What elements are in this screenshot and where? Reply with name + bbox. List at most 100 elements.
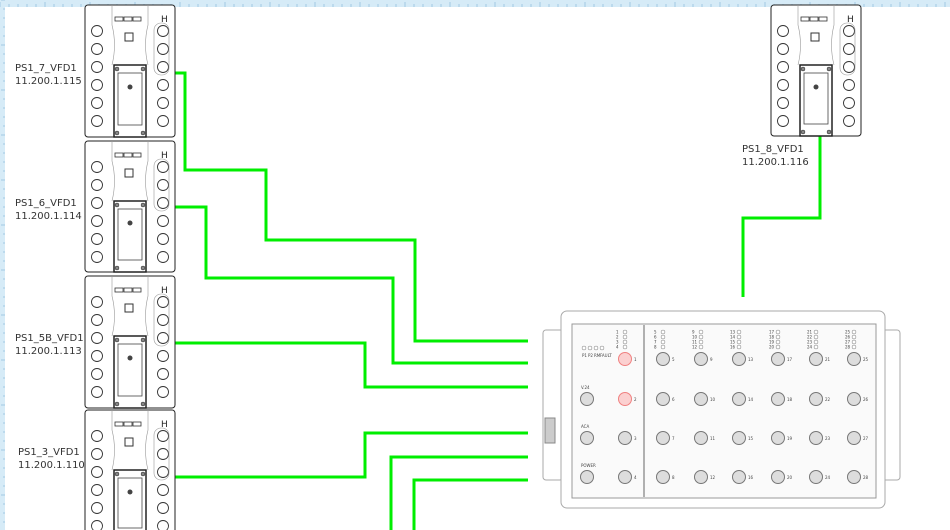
ethernet-cable[interactable] xyxy=(175,205,528,365)
terminal-port[interactable] xyxy=(91,233,103,245)
ethernet-port[interactable] xyxy=(157,251,169,263)
switch-port-14[interactable] xyxy=(732,392,746,406)
console-port[interactable] xyxy=(580,392,594,406)
switch-port-28[interactable] xyxy=(847,470,861,484)
switch-port-6[interactable] xyxy=(656,392,670,406)
ethernet-port[interactable] xyxy=(157,61,169,73)
vfd-device[interactable]: H xyxy=(84,140,176,273)
terminal-port[interactable] xyxy=(777,43,789,55)
switch-port-26[interactable] xyxy=(847,392,861,406)
terminal-port[interactable] xyxy=(777,97,789,109)
switch-port-21[interactable] xyxy=(809,352,823,366)
switch-port-4[interactable] xyxy=(618,470,632,484)
left-ruler[interactable] xyxy=(0,0,5,530)
switch-port-5[interactable] xyxy=(656,352,670,366)
switch-port-16[interactable] xyxy=(732,470,746,484)
terminal-port[interactable] xyxy=(91,43,103,55)
terminal-port[interactable] xyxy=(777,115,789,127)
terminal-port[interactable] xyxy=(777,79,789,91)
vfd-device[interactable]: H xyxy=(84,4,176,138)
ethernet-port[interactable] xyxy=(157,197,169,209)
switch-port-27[interactable] xyxy=(847,431,861,445)
switch-port-15[interactable] xyxy=(732,431,746,445)
switch-port-24[interactable] xyxy=(809,470,823,484)
ethernet-port[interactable] xyxy=(157,332,169,344)
ethernet-port[interactable] xyxy=(157,115,169,127)
switch-port-17[interactable] xyxy=(771,352,785,366)
ethernet-switch[interactable]: P1 P2 RM FAULTV.24ACAPOWER11223344556677889… xyxy=(542,310,901,509)
ethernet-port[interactable] xyxy=(843,25,855,37)
ethernet-port[interactable] xyxy=(157,97,169,109)
ethernet-cable[interactable] xyxy=(175,71,528,343)
switch-port-19[interactable] xyxy=(771,431,785,445)
ethernet-port[interactable] xyxy=(843,61,855,73)
ethernet-cable[interactable] xyxy=(175,431,528,479)
terminal-port[interactable] xyxy=(91,520,103,530)
ethernet-port[interactable] xyxy=(157,233,169,245)
vfd-device[interactable]: H xyxy=(84,409,176,530)
terminal-port[interactable] xyxy=(91,314,103,326)
ethernet-port[interactable] xyxy=(843,97,855,109)
switch-port-23[interactable] xyxy=(809,431,823,445)
switch-port-20[interactable] xyxy=(771,470,785,484)
terminal-port[interactable] xyxy=(777,25,789,37)
terminal-port[interactable] xyxy=(91,79,103,91)
ethernet-port[interactable] xyxy=(157,502,169,514)
switch-port-7[interactable] xyxy=(656,431,670,445)
vfd-device[interactable]: H xyxy=(84,275,176,409)
terminal-port[interactable] xyxy=(91,484,103,496)
switch-port-2[interactable] xyxy=(618,392,632,406)
switch-port-25[interactable] xyxy=(847,352,861,366)
ethernet-port[interactable] xyxy=(843,79,855,91)
switch-port-10[interactable] xyxy=(694,392,708,406)
ethernet-port[interactable] xyxy=(157,296,169,308)
switch-port-11[interactable] xyxy=(694,431,708,445)
switch-port-8[interactable] xyxy=(656,470,670,484)
ethernet-port[interactable] xyxy=(157,179,169,191)
ethernet-cable[interactable] xyxy=(412,478,528,530)
switch-port-3[interactable] xyxy=(618,431,632,445)
ethernet-port[interactable] xyxy=(157,520,169,530)
terminal-port[interactable] xyxy=(91,251,103,263)
switch-port-22[interactable] xyxy=(809,392,823,406)
terminal-port[interactable] xyxy=(91,430,103,442)
terminal-port[interactable] xyxy=(91,466,103,478)
switch-port-13[interactable] xyxy=(732,352,746,366)
switch-port-12[interactable] xyxy=(694,470,708,484)
ethernet-port[interactable] xyxy=(843,115,855,127)
terminal-port[interactable] xyxy=(91,197,103,209)
ethernet-port[interactable] xyxy=(157,448,169,460)
ethernet-port[interactable] xyxy=(157,25,169,37)
ethernet-port[interactable] xyxy=(157,161,169,173)
ethernet-port[interactable] xyxy=(157,350,169,362)
ethernet-port[interactable] xyxy=(157,466,169,478)
ethernet-cable[interactable] xyxy=(175,341,528,389)
ethernet-port[interactable] xyxy=(157,215,169,227)
terminal-port[interactable] xyxy=(91,97,103,109)
terminal-port[interactable] xyxy=(91,350,103,362)
ethernet-cable[interactable] xyxy=(389,455,528,530)
terminal-port[interactable] xyxy=(91,215,103,227)
terminal-port[interactable] xyxy=(91,25,103,37)
terminal-port[interactable] xyxy=(91,448,103,460)
ethernet-port[interactable] xyxy=(157,386,169,398)
switch-port-18[interactable] xyxy=(771,392,785,406)
vfd-device[interactable]: H xyxy=(770,4,862,137)
terminal-port[interactable] xyxy=(91,368,103,380)
ethernet-port[interactable] xyxy=(843,43,855,55)
terminal-port[interactable] xyxy=(91,296,103,308)
terminal-port[interactable] xyxy=(91,386,103,398)
switch-port-1[interactable] xyxy=(618,352,632,366)
ethernet-port[interactable] xyxy=(157,79,169,91)
console-port[interactable] xyxy=(580,470,594,484)
ethernet-port[interactable] xyxy=(157,368,169,380)
terminal-port[interactable] xyxy=(91,332,103,344)
top-ruler[interactable] xyxy=(0,0,950,7)
terminal-port[interactable] xyxy=(91,502,103,514)
terminal-port[interactable] xyxy=(91,61,103,73)
ethernet-port[interactable] xyxy=(157,484,169,496)
terminal-port[interactable] xyxy=(91,179,103,191)
ethernet-port[interactable] xyxy=(157,430,169,442)
ethernet-port[interactable] xyxy=(157,314,169,326)
terminal-port[interactable] xyxy=(91,115,103,127)
